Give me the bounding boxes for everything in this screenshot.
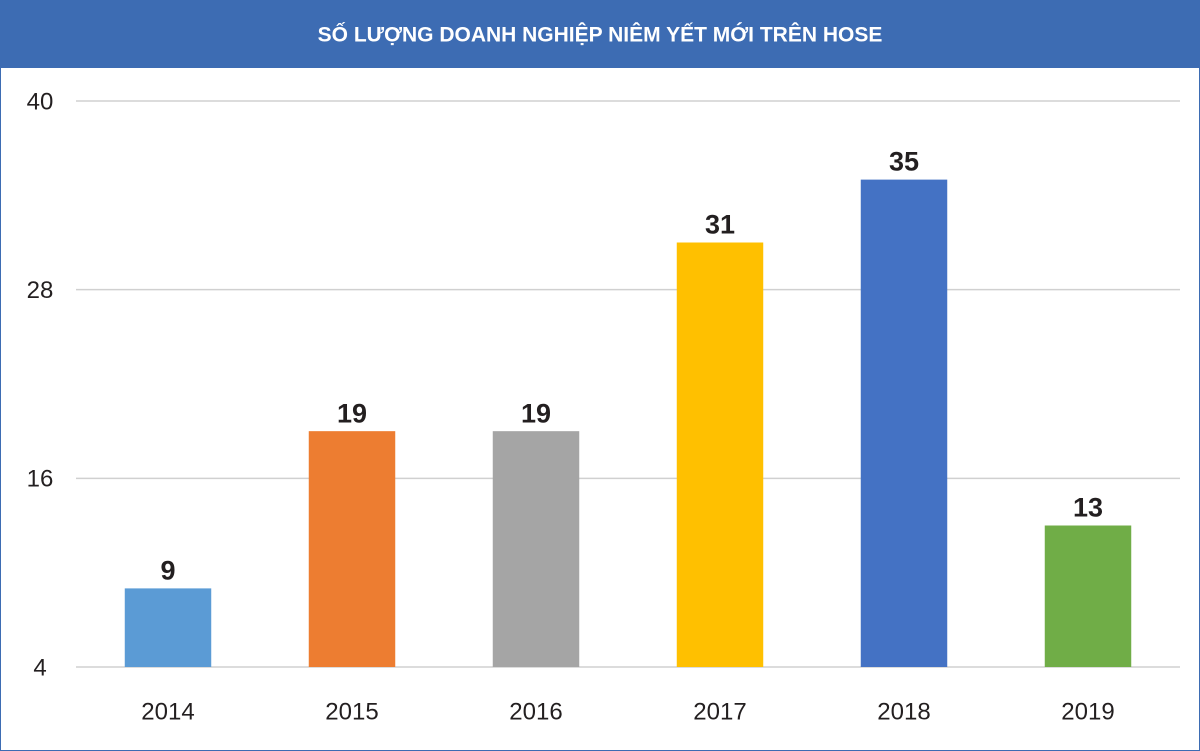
x-tick-label: 2016: [509, 698, 562, 725]
y-tick-label: 40: [27, 88, 54, 115]
chart-title: SỐ LƯỢNG DOANH NGHIỆP NIÊM YẾT MỚI TRÊN …: [318, 23, 883, 47]
x-tick-label: 2017: [693, 698, 746, 725]
x-tick-label: 2018: [877, 698, 930, 725]
y-tick-label: 4: [33, 654, 46, 681]
x-tick-label: 2015: [325, 698, 378, 725]
bar: [676, 242, 764, 667]
y-tick-label: 16: [27, 466, 54, 493]
title-bar: [0, 0, 1200, 68]
bar: [124, 588, 212, 667]
data-label: 19: [337, 398, 367, 428]
x-tick-label: 2014: [141, 698, 194, 725]
bar: [492, 431, 580, 667]
y-tick-label: 28: [27, 277, 54, 304]
x-tick-label: 2019: [1061, 698, 1114, 725]
bar: [860, 179, 948, 667]
data-label: 31: [705, 210, 735, 240]
data-label: 35: [889, 147, 919, 177]
data-label: 9: [160, 556, 175, 586]
bar: [1044, 525, 1132, 667]
data-label: 19: [521, 398, 551, 428]
data-label: 13: [1073, 493, 1103, 523]
bar: [308, 431, 396, 667]
